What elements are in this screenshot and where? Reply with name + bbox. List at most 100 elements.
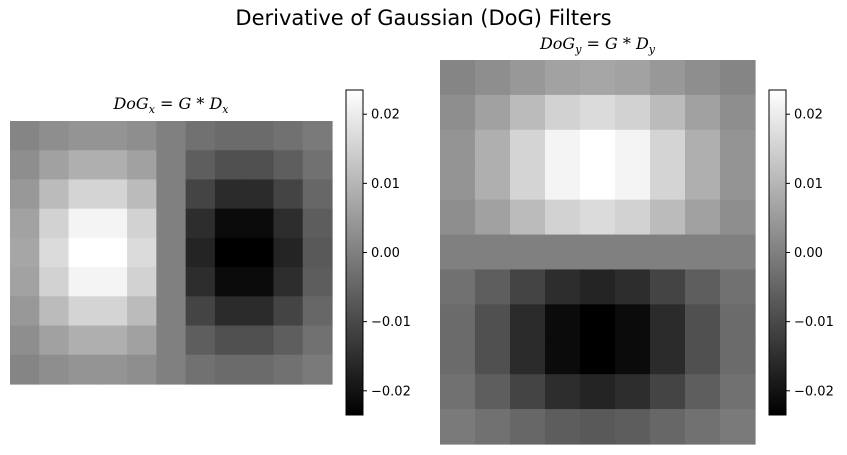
heatmap-cell bbox=[214, 296, 245, 327]
heatmap-cell bbox=[615, 339, 651, 375]
heatmap-cell bbox=[97, 121, 128, 151]
heatmap-cell bbox=[302, 237, 333, 268]
heatmap-cell bbox=[244, 267, 275, 297]
heatmap-cell bbox=[185, 296, 216, 327]
heatmap-cell bbox=[440, 269, 476, 305]
heatmap-cell bbox=[615, 199, 651, 236]
heatmap-cell bbox=[720, 234, 756, 271]
heatmap-cell bbox=[440, 339, 476, 375]
heatmap-cell bbox=[650, 164, 686, 201]
heatmap-cell bbox=[97, 179, 128, 210]
heatmap-cell bbox=[580, 234, 616, 271]
colorbar-tick-label: 0.02 bbox=[371, 108, 400, 123]
heatmap-cell bbox=[685, 164, 721, 201]
heatmap-cell bbox=[185, 179, 216, 210]
heatmap-cell bbox=[244, 150, 275, 181]
heatmap-cell bbox=[510, 60, 546, 96]
heatmap-cell bbox=[127, 296, 157, 327]
heatmap-cell bbox=[510, 409, 546, 445]
heatmap-cell bbox=[580, 60, 616, 96]
heatmap-cell bbox=[302, 150, 333, 181]
heatmap-cell bbox=[685, 374, 721, 410]
heatmap-cell bbox=[615, 129, 651, 166]
heatmap-cell bbox=[475, 234, 511, 271]
heatmap-cell bbox=[214, 237, 245, 268]
heatmap-cell bbox=[720, 94, 756, 131]
heatmap-cell bbox=[685, 199, 721, 236]
heatmap-cell bbox=[615, 269, 651, 305]
heatmap-cell bbox=[545, 234, 581, 271]
colorbar-tick-label: 0.00 bbox=[794, 246, 823, 261]
heatmap-cell bbox=[68, 267, 99, 297]
heatmap-cell bbox=[475, 409, 511, 445]
heatmap-cell bbox=[156, 150, 187, 181]
heatmap-cell bbox=[97, 208, 128, 239]
heatmap-cell bbox=[580, 374, 616, 410]
heatmap-cell bbox=[97, 237, 128, 268]
heatmap-cell bbox=[97, 296, 128, 327]
heatmap-cell bbox=[615, 94, 651, 131]
heatmap-cell bbox=[10, 208, 40, 239]
heatmap-cell bbox=[273, 150, 304, 181]
heatmap-cell bbox=[580, 409, 616, 445]
heatmap-cell bbox=[650, 129, 686, 166]
heatmap-cell bbox=[685, 269, 721, 305]
heatmap-cell bbox=[615, 409, 651, 445]
heatmap-cell bbox=[475, 304, 511, 340]
heatmap-cell bbox=[68, 296, 99, 327]
heatmap-cell bbox=[39, 150, 70, 181]
heatmap-cell bbox=[685, 234, 721, 271]
heatmap-cell bbox=[510, 94, 546, 131]
heatmap-cell bbox=[10, 325, 40, 356]
heatmap-cell bbox=[185, 150, 216, 181]
heatmap-cell bbox=[214, 150, 245, 181]
heatmap-cell bbox=[127, 121, 157, 151]
heatmap-cell bbox=[68, 237, 99, 268]
heatmap-cell bbox=[580, 94, 616, 131]
heatmap-cell bbox=[214, 325, 245, 356]
heatmap-cell bbox=[615, 234, 651, 271]
heatmap-cell bbox=[475, 269, 511, 305]
heatmap-cell bbox=[10, 179, 40, 210]
heatmap-cell bbox=[244, 325, 275, 356]
heatmap-cell bbox=[244, 208, 275, 239]
heatmap-cell bbox=[156, 208, 187, 239]
heatmap-cell bbox=[510, 129, 546, 166]
heatmap-cell bbox=[39, 325, 70, 356]
heatmap-cell bbox=[720, 304, 756, 340]
heatmap-cell bbox=[244, 179, 275, 210]
heatmap-cell bbox=[214, 208, 245, 239]
heatmap-cell bbox=[244, 237, 275, 268]
heatmap-cell bbox=[156, 296, 187, 327]
heatmap-cell bbox=[302, 208, 333, 239]
heatmap-cell bbox=[615, 304, 651, 340]
heatmap-cell bbox=[302, 179, 333, 210]
heatmap-cell bbox=[545, 164, 581, 201]
heatmap-cell bbox=[440, 409, 476, 445]
heatmap-cell bbox=[475, 164, 511, 201]
colorbar-tick-label: −0.01 bbox=[794, 315, 834, 330]
colorbar-gradient bbox=[345, 89, 364, 416]
heatmap-cell bbox=[156, 325, 187, 356]
heatmap-cell bbox=[615, 60, 651, 96]
heatmap-cell bbox=[650, 234, 686, 271]
heatmap-title-dogy: DoGy = G * Dy bbox=[539, 34, 656, 57]
heatmap-cell bbox=[720, 164, 756, 201]
colorbar-gradient bbox=[768, 89, 787, 416]
heatmap-cell bbox=[685, 129, 721, 166]
heatmap-cell bbox=[650, 304, 686, 340]
heatmap-cell bbox=[273, 237, 304, 268]
heatmap-cell bbox=[475, 199, 511, 236]
heatmap-cell bbox=[10, 121, 40, 151]
heatmap-cell bbox=[214, 354, 245, 385]
heatmap-cell bbox=[720, 269, 756, 305]
heatmap-cell bbox=[440, 94, 476, 131]
heatmap-cell bbox=[685, 409, 721, 445]
heatmap-cell bbox=[156, 121, 187, 151]
heatmap-cell bbox=[127, 179, 157, 210]
heatmap-cell bbox=[510, 234, 546, 271]
heatmap-cell bbox=[97, 267, 128, 297]
heatmap-cell bbox=[440, 234, 476, 271]
heatmap-cell bbox=[244, 121, 275, 151]
